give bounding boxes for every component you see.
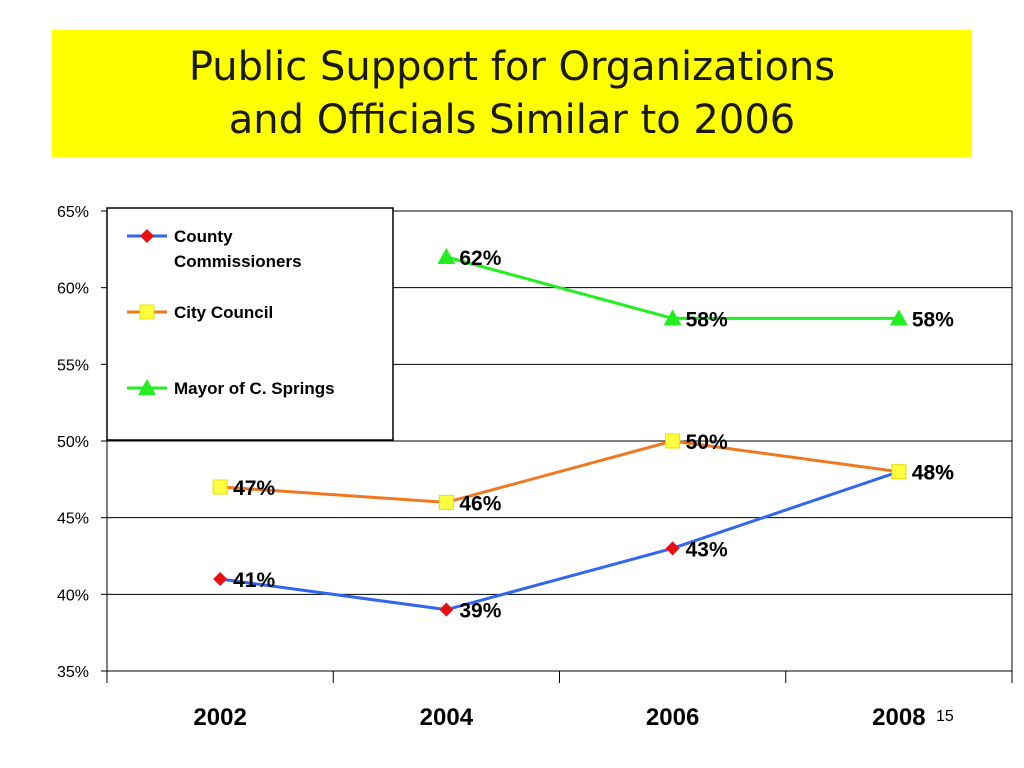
- data-label: 43%: [686, 538, 728, 561]
- title-banner: Public Support for Organizations and Off…: [52, 30, 972, 157]
- data-label: 58%: [686, 308, 728, 331]
- data-label: 46%: [459, 492, 501, 515]
- data-label: 62%: [459, 247, 501, 270]
- data-label: 48%: [912, 462, 954, 485]
- slide-title: Public Support for Organizations and Off…: [188, 43, 836, 143]
- legend-label: County Commissioners: [174, 227, 302, 271]
- data-point: [891, 464, 907, 480]
- x-tick-label: 2008: [872, 704, 925, 731]
- slide-number: 15: [936, 708, 954, 725]
- y-tick-label: 65%: [57, 204, 89, 221]
- data-label: 39%: [459, 600, 501, 623]
- data-point: [439, 602, 454, 617]
- x-tick-label: 2006: [646, 704, 699, 731]
- legend-label: City Council: [174, 303, 273, 322]
- data-label: 41%: [233, 569, 275, 592]
- data-point: [437, 248, 456, 264]
- data-point: [665, 541, 680, 556]
- data-point: [889, 309, 908, 326]
- y-tick-label: 40%: [57, 587, 89, 604]
- data-point: [212, 479, 228, 495]
- legend-marker: [138, 379, 156, 395]
- y-tick-label: 60%: [57, 281, 89, 298]
- series-line: [219, 470, 900, 612]
- data-label: 50%: [686, 431, 728, 454]
- legend-label: Mayor of C. Springs: [174, 379, 335, 398]
- data-point: [663, 309, 682, 326]
- y-tick-label: 50%: [57, 434, 89, 451]
- data-point: [438, 494, 454, 510]
- y-tick-label: 45%: [57, 511, 89, 528]
- data-label: 58%: [912, 308, 954, 331]
- x-tick-label: 2004: [420, 704, 474, 731]
- data-point: [213, 572, 228, 586]
- legend: [106, 207, 394, 441]
- series-line: [220, 439, 900, 504]
- legend-marker: [140, 229, 154, 243]
- y-tick-label: 55%: [57, 357, 89, 374]
- legend-marker: [139, 304, 155, 320]
- x-tick-label: 2002: [193, 704, 246, 731]
- data-point: [665, 433, 681, 449]
- data-label: 47%: [233, 477, 275, 500]
- y-tick-label: 35%: [57, 664, 89, 681]
- data-label: 48%: [912, 462, 954, 485]
